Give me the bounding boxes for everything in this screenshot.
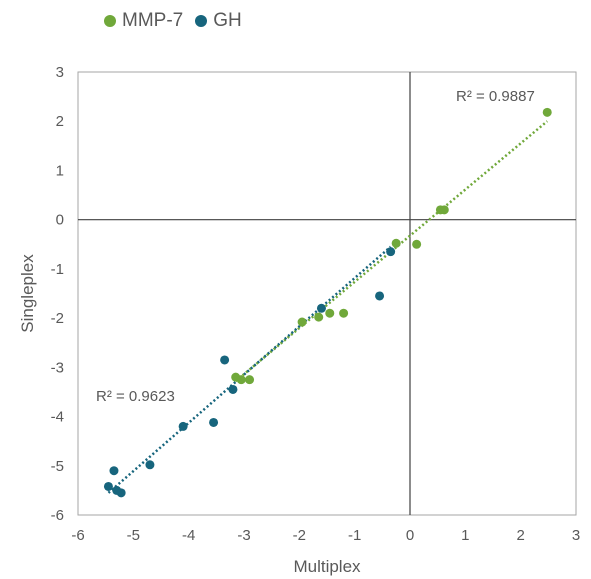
x-tick-label: -1: [348, 527, 361, 544]
x-axis-title: Multiplex: [293, 557, 361, 576]
y-tick-label: 1: [56, 162, 64, 179]
x-tick-label: -2: [293, 527, 306, 544]
y-tick-label: -6: [51, 507, 64, 524]
point-mmp7: [245, 375, 255, 385]
y-tick-label: -3: [51, 359, 64, 376]
point-mmp7: [325, 308, 335, 318]
x-tick-label: -3: [237, 527, 250, 544]
point-gh: [386, 247, 396, 257]
point-gh: [103, 481, 113, 491]
tick-labels: -6 -5 -4 -3 -2 -1 0 1 2 3 -6 -5 -4 -3 -2 -1 0 1 2 3: [51, 64, 581, 544]
x-tick-label: 0: [406, 527, 414, 544]
y-tick-label: -5: [51, 458, 64, 475]
legend-marker-gh: [195, 15, 208, 27]
legend-item-mmp7: MMP-7: [104, 10, 183, 32]
legend-marker-mmp7: [104, 15, 116, 27]
point-gh: [178, 421, 188, 431]
point-gh: [145, 460, 155, 470]
x-tick-label: -6: [71, 527, 84, 544]
point-mmp7: [297, 317, 307, 327]
legend-label-gh: GH: [213, 10, 242, 31]
x-tick-label: -5: [127, 527, 140, 544]
point-mmp7: [314, 312, 324, 322]
point-gh: [228, 384, 238, 394]
point-mmp7: [412, 239, 422, 249]
chart-legend: MMP-7 GH: [104, 8, 242, 34]
point-gh: [109, 466, 119, 476]
legend-label-mmp7: MMP-7: [122, 10, 184, 31]
r-squared-label-mmp7: R² = 0.9887: [456, 88, 535, 105]
y-tick-label: 3: [56, 64, 64, 81]
plot-border: [77, 71, 577, 516]
y-tick-label: 0: [56, 212, 64, 229]
point-gh: [209, 417, 219, 427]
point-mmp7: [231, 372, 241, 382]
y-tick-label: -1: [51, 261, 64, 278]
y-tick-label: -2: [51, 310, 64, 327]
point-gh: [116, 488, 126, 498]
trendline-gh: [107, 245, 392, 494]
legend-item-gh: GH: [195, 10, 242, 32]
y-axis-title: Singleplex: [18, 254, 37, 333]
point-mmp7: [435, 205, 445, 215]
point-gh: [375, 291, 385, 301]
r-squared-label-gh: R² = 0.9623: [96, 388, 175, 405]
x-tick-label: 1: [461, 527, 469, 544]
point-mmp7: [542, 107, 552, 117]
point-mmp7: [339, 308, 349, 318]
plot-area: R² = 0.9887 R² = 0.9623: [77, 71, 577, 516]
point-gh: [316, 303, 326, 313]
point-gh: [220, 355, 230, 365]
y-tick-label: 2: [56, 113, 64, 130]
x-tick-label: 2: [516, 527, 524, 544]
x-tick-label: 3: [572, 527, 580, 544]
point-mmp7: [391, 238, 401, 248]
x-tick-label: -4: [182, 527, 195, 544]
y-tick-label: -4: [51, 409, 64, 426]
